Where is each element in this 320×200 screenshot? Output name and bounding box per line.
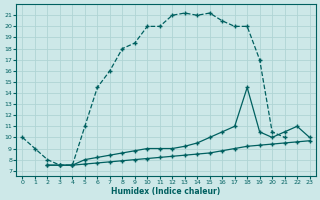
X-axis label: Humidex (Indice chaleur): Humidex (Indice chaleur) [111,187,221,196]
